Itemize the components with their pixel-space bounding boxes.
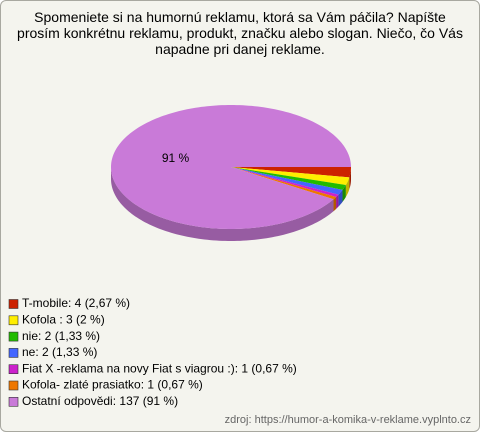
- pie-slice: [231, 167, 339, 197]
- slice-side: [345, 177, 350, 197]
- data-label: 91 %: [162, 151, 190, 165]
- legend-label: nie: 2 (1,33 %): [22, 329, 100, 343]
- pie-slice: [231, 167, 343, 195]
- slice-side: [111, 167, 334, 241]
- legend-label: T-mobile: 4 (2,67 %): [22, 296, 130, 310]
- legend-label: Kofola : 3 (2 %): [22, 312, 105, 326]
- slice-side: [336, 194, 339, 209]
- slice-side: [349, 167, 351, 190]
- legend-swatch: [8, 380, 19, 391]
- legend-swatch: [8, 299, 19, 309]
- pie-slice: [231, 167, 350, 185]
- legend-label: Kofola- zlaté prasiatko: 1 (0,67 %): [22, 378, 203, 392]
- slice-side: [342, 184, 346, 202]
- legend-label: ne: 2 (1,33 %): [22, 345, 97, 359]
- legend-swatch: [8, 364, 19, 375]
- chart-title: Spomeniete si na humornú reklamu, ktorá …: [17, 9, 463, 57]
- legend-swatch: [8, 396, 19, 407]
- pie-slice: [231, 167, 346, 190]
- pie-slice: [231, 167, 351, 178]
- slice-side: [338, 189, 343, 207]
- legend-label: Fiat X -reklama na novy Fiat s viagrou :…: [22, 361, 297, 375]
- legend-swatch: [8, 315, 19, 326]
- pie-slice: [111, 105, 352, 229]
- legend-swatch: [8, 331, 19, 342]
- pie-slice: [231, 167, 337, 200]
- legend-label: Ostatní odpovědi: 137 (91 %): [22, 394, 178, 408]
- legend-swatch: [8, 348, 19, 358]
- source: zdroj: https://humor-a-komika-v-reklame.…: [224, 414, 471, 426]
- slice-side: [333, 196, 337, 212]
